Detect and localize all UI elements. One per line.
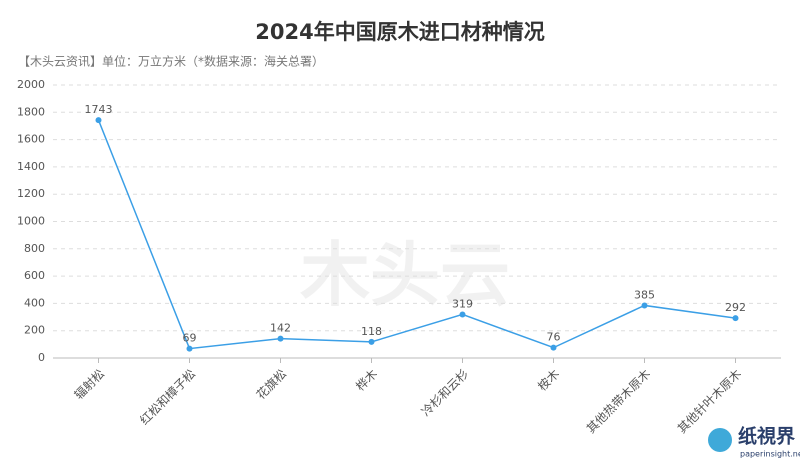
point bbox=[641, 302, 648, 309]
x-tick-label: 辐射松 bbox=[71, 366, 107, 402]
y-tick-label: 0 bbox=[38, 351, 45, 364]
logo-url: paperinsight.net bbox=[740, 450, 800, 459]
x-tick-label: 花旗松 bbox=[253, 366, 289, 402]
y-tick-label: 2000 bbox=[17, 78, 45, 91]
logo: 纸視界 bbox=[738, 425, 795, 448]
x-tick-label: 桉木 bbox=[535, 366, 563, 394]
data-label: 118 bbox=[361, 325, 382, 338]
y-tick-label: 600 bbox=[24, 269, 45, 282]
x-tick-label: 其他针叶木原木 bbox=[674, 366, 744, 436]
logo-icon bbox=[708, 428, 732, 452]
point bbox=[550, 344, 557, 351]
point bbox=[186, 345, 193, 352]
y-tick-label: 1000 bbox=[17, 215, 45, 228]
y-tick-label: 800 bbox=[24, 242, 45, 255]
y-tick-label: 1200 bbox=[17, 187, 45, 200]
data-label: 319 bbox=[452, 297, 473, 310]
x-tick-label: 桦木 bbox=[353, 366, 381, 394]
y-tick-label: 1600 bbox=[17, 133, 45, 146]
data-label: 1743 bbox=[85, 103, 113, 116]
point bbox=[732, 315, 739, 322]
x-tick-label: 其他热带木原木 bbox=[584, 367, 653, 436]
data-label: 385 bbox=[634, 288, 655, 301]
data-label: 142 bbox=[270, 322, 291, 335]
data-label: 69 bbox=[183, 332, 197, 345]
point bbox=[277, 335, 284, 342]
data-label: 292 bbox=[725, 301, 746, 314]
x-tick-label: 红松和樟子松 bbox=[137, 366, 199, 428]
point bbox=[368, 338, 375, 345]
y-tick-label: 400 bbox=[24, 296, 45, 309]
x-tick-label: 冷杉和云杉 bbox=[419, 367, 471, 419]
chart-title: 2024年中国原木进口材种情况 bbox=[255, 20, 544, 44]
watermark: 木头云 bbox=[300, 234, 510, 316]
line bbox=[97, 119, 736, 350]
point bbox=[95, 117, 102, 124]
y-tick-label: 1800 bbox=[17, 105, 45, 118]
chart-subtitle: 【木头云资讯】单位：万立方米（*数据来源：海关总署） bbox=[18, 54, 324, 69]
data-label: 76 bbox=[547, 331, 561, 344]
y-tick-label: 200 bbox=[24, 324, 45, 337]
y-tick-label: 1400 bbox=[17, 160, 45, 173]
point bbox=[459, 311, 466, 318]
